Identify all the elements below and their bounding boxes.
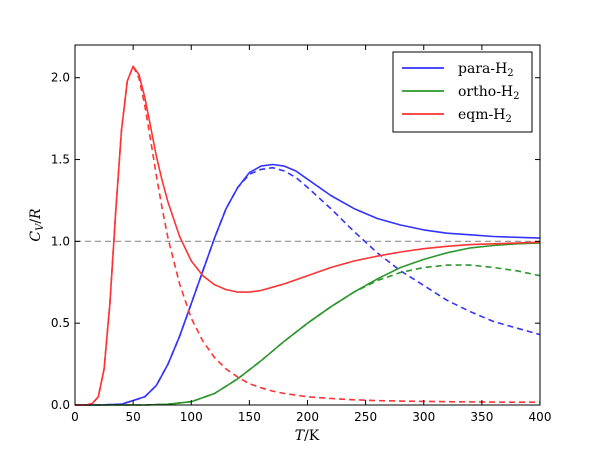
x-tick-label: 200 [296,410,319,424]
x-tick-label: 0 [71,410,79,424]
y-axis-label: CV/R [28,208,46,242]
x-tick-label: 400 [529,410,552,424]
x-tick-label: 300 [412,410,435,424]
legend-label: ortho-H2 [458,84,520,102]
y-tick-label: 1.5 [51,153,70,167]
series-line-3 [75,264,541,406]
series-layer [75,65,541,406]
legend-box [392,51,533,133]
tick-layer: 0 50 100 150 200 250 300 350 400 0.0 0.5 1.0 1.5 2.0 [51,45,552,424]
x-tick-label: 100 [180,410,203,424]
x-tick-label: 350 [470,410,493,424]
x-tick-label: 150 [238,410,261,424]
x-tick-label: 50 [125,410,140,424]
x-axis-label: T/K [295,428,320,444]
legend: para-H2 ortho-H2 eqm-H2 [392,51,533,133]
y-tick-label: 0.0 [51,398,70,412]
x-tick-label: 250 [354,410,377,424]
series-line-1 [75,166,541,406]
legend-label: para-H2 [458,61,514,79]
series-line-5 [75,65,540,406]
y-tick-label: 2.0 [51,71,70,85]
legend-label: eqm-H2 [458,107,512,125]
y-tick-label: 0.5 [51,316,70,330]
y-tick-label: 1.0 [51,234,70,248]
series-line-2 [75,242,541,406]
legend-items: para-H2 ortho-H2 eqm-H2 [402,61,520,125]
series-line-0 [75,163,541,406]
